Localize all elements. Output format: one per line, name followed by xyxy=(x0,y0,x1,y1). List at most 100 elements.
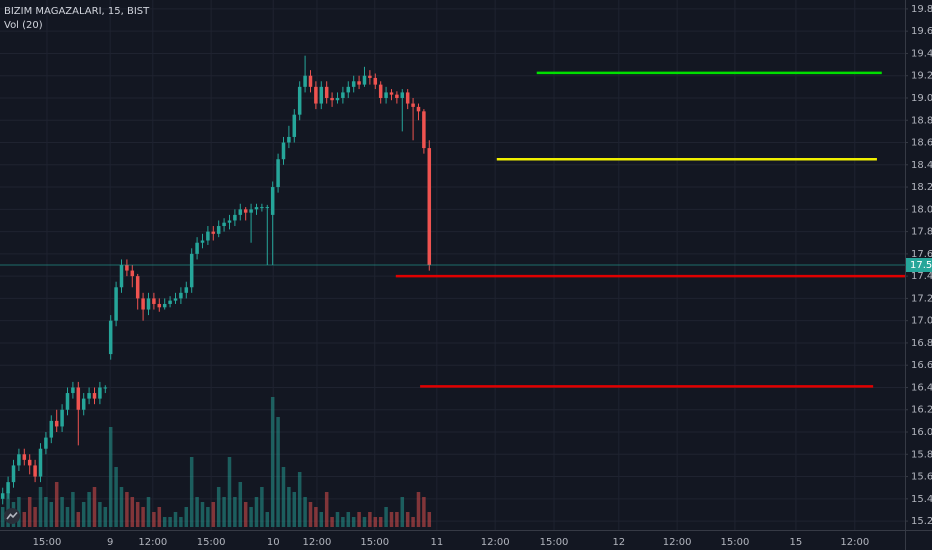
candle-body xyxy=(179,292,183,299)
candle-body xyxy=(216,226,221,234)
candle-body xyxy=(243,209,248,213)
candle-body xyxy=(427,148,432,265)
volume-bar xyxy=(384,507,388,527)
volume-bar xyxy=(260,487,264,527)
volume-bar xyxy=(297,472,302,527)
candle-body xyxy=(184,287,189,293)
y-tick-label: 19.60 xyxy=(911,26,932,37)
logo xyxy=(4,508,20,524)
candle-body xyxy=(173,298,178,301)
volume-bar xyxy=(184,507,189,527)
volume-bar xyxy=(287,487,291,527)
candle-body xyxy=(287,136,291,143)
candle-body xyxy=(324,86,329,98)
y-tick-label: 15.40 xyxy=(911,494,932,505)
candle-body xyxy=(330,97,334,101)
volume-bar xyxy=(314,507,318,527)
volume-bar xyxy=(308,502,313,527)
volume-bar xyxy=(108,427,113,527)
volume-bar xyxy=(346,512,351,527)
candle-body xyxy=(227,220,232,223)
y-tick-label: 19.40 xyxy=(911,48,932,59)
volume-bar xyxy=(243,502,248,527)
volume-bar xyxy=(395,512,399,527)
candle-body xyxy=(238,209,243,215)
candle-body xyxy=(195,242,199,254)
volume-bar xyxy=(119,487,124,527)
candle-body xyxy=(141,298,145,310)
candle-body xyxy=(54,420,59,427)
candle-body xyxy=(76,387,81,410)
candle-body xyxy=(125,265,129,271)
volume-bar xyxy=(38,487,43,527)
candle-body xyxy=(303,75,307,87)
volume-bar xyxy=(162,517,167,527)
volume-bar xyxy=(141,507,145,527)
candle-body xyxy=(351,81,356,87)
candle-body xyxy=(108,320,113,355)
volume-bar xyxy=(71,492,75,527)
volume-bar xyxy=(362,517,367,527)
volume-bar xyxy=(54,482,59,527)
y-tick-label: 16.00 xyxy=(911,427,932,438)
volume-label: Vol (20) xyxy=(4,20,43,31)
volume-bar xyxy=(303,497,307,527)
x-tick-label: 15:00 xyxy=(197,537,226,548)
candle-body xyxy=(27,459,32,466)
volume-bar xyxy=(114,467,118,527)
volume-bar xyxy=(341,517,345,527)
candle-body xyxy=(384,92,388,98)
y-tick-label: 18.80 xyxy=(911,115,932,126)
candle-body xyxy=(146,298,151,310)
volume-bar xyxy=(135,502,140,527)
candle-body xyxy=(292,114,297,137)
candle-body xyxy=(233,214,237,221)
y-tick-label: 18.00 xyxy=(911,204,932,215)
y-tick-label: 16.80 xyxy=(911,338,932,349)
volume-bar xyxy=(200,502,205,527)
volume-bar xyxy=(400,497,405,527)
volume-bar xyxy=(87,492,91,527)
candle-body xyxy=(152,298,156,304)
candle-body xyxy=(81,398,86,410)
volume-bar xyxy=(44,497,48,527)
candle-body xyxy=(341,92,345,98)
y-tick-label: 18.40 xyxy=(911,160,932,171)
candle-body xyxy=(33,465,37,477)
x-tick-label: 9 xyxy=(107,537,113,548)
candle-body xyxy=(168,300,172,304)
volume-bar xyxy=(238,482,243,527)
volume-bar xyxy=(351,517,356,527)
volume-bar xyxy=(254,497,259,527)
volume-bar xyxy=(189,457,194,527)
candle-body xyxy=(6,482,10,494)
y-tick-label: 15.20 xyxy=(911,516,932,527)
y-tick-label: 17.60 xyxy=(911,249,932,260)
candle-body xyxy=(346,86,351,93)
volume-bar xyxy=(152,512,156,527)
volume-bar xyxy=(411,517,415,527)
volume-bar xyxy=(373,517,378,527)
y-tick-label: 16.60 xyxy=(911,360,932,371)
candle-body xyxy=(60,409,64,427)
volume-bar xyxy=(125,492,129,527)
last-price-tag xyxy=(906,258,932,272)
volume-bar xyxy=(179,517,183,527)
volume-bar xyxy=(60,497,64,527)
candle-body xyxy=(222,222,226,227)
candle-body xyxy=(22,454,27,460)
volume-bar xyxy=(27,497,32,527)
candle-body xyxy=(335,97,340,101)
volume-bar xyxy=(227,457,232,527)
y-tick-label: 16.40 xyxy=(911,382,932,393)
volume-bar xyxy=(276,417,280,527)
x-tick-label: 12:00 xyxy=(138,537,167,548)
volume-bar xyxy=(249,507,253,527)
candle-body xyxy=(189,253,194,288)
volume-bar xyxy=(92,487,97,527)
candle-body xyxy=(38,448,43,477)
y-tick-label: 19.20 xyxy=(911,71,932,82)
x-tick-label: 12:00 xyxy=(663,537,692,548)
y-tick-label: 17.20 xyxy=(911,293,932,304)
